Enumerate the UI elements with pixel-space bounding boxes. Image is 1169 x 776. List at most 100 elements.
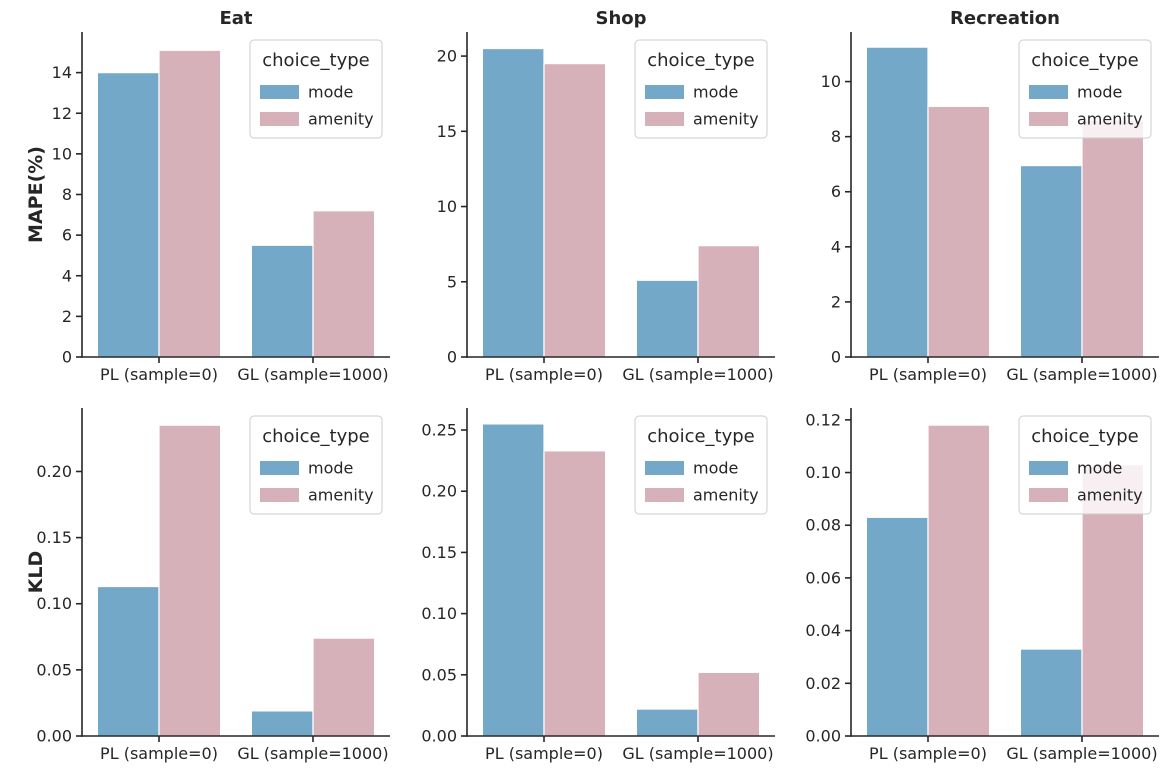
legend-swatch-amenity — [645, 488, 684, 502]
y-tick-label: 0 — [62, 348, 72, 367]
x-tick-label: PL (sample=0) — [485, 365, 603, 384]
legend-swatch-amenity — [260, 488, 299, 502]
y-tick-label: 0.04 — [805, 621, 841, 640]
legend-title: choice_type — [647, 50, 755, 71]
bar-mode-1 — [635, 279, 699, 358]
bar-amenity-1 — [312, 637, 376, 737]
bar-amenity-0 — [927, 424, 991, 737]
legend-label-amenity: amenity — [1077, 486, 1143, 505]
y-tick-label: 0 — [831, 348, 841, 367]
y-tick-label: 4 — [62, 266, 72, 285]
y-tick-label: 10 — [821, 72, 841, 91]
x-tick-label: GL (sample=1000) — [1006, 365, 1157, 384]
legend-swatch-mode — [645, 461, 684, 475]
subplot-title: Eat — [219, 8, 252, 29]
legend-label-amenity: amenity — [308, 486, 374, 505]
legend-swatch-amenity — [260, 112, 299, 126]
legend-swatch-amenity — [645, 112, 684, 126]
x-tick-label: PL (sample=0) — [869, 365, 987, 384]
x-tick-label: PL (sample=0) — [100, 365, 218, 384]
y-tick-label: 12 — [52, 104, 72, 123]
legend-swatch-amenity — [1029, 112, 1068, 126]
bar-mode-1 — [250, 710, 314, 737]
y-tick-label: 0.12 — [805, 410, 841, 429]
legend-label-amenity: amenity — [1077, 110, 1143, 129]
x-tick-label: PL (sample=0) — [100, 744, 218, 763]
x-tick-label: PL (sample=0) — [485, 744, 603, 763]
x-tick-label: GL (sample=1000) — [1006, 744, 1157, 763]
y-tick-label: 10 — [437, 197, 457, 216]
legend-swatch-mode — [1029, 461, 1068, 475]
bar-mode-1 — [1019, 164, 1083, 358]
subplot-2: 0 2 4 6 8 10 PL (sample=0) GL (sample=1000) Recr… — [821, 8, 1159, 384]
x-tick-label: GL (sample=1000) — [237, 365, 388, 384]
subplot-title: Recreation — [950, 8, 1060, 29]
bar-mode-1 — [1019, 648, 1083, 737]
legend-swatch-mode — [1029, 85, 1068, 99]
y-tick-label: 0.00 — [36, 727, 72, 746]
y-tick-label: 0.20 — [36, 462, 72, 481]
bar-amenity-1 — [312, 210, 376, 358]
bar-amenity-1 — [697, 245, 761, 358]
bar-mode-0 — [865, 46, 929, 358]
legend-label-amenity: amenity — [308, 110, 374, 129]
legend-label-mode: mode — [1077, 83, 1122, 102]
bar-amenity-0 — [158, 49, 222, 358]
y-axis-label: KLD — [25, 551, 47, 594]
legend-label-amenity: amenity — [693, 486, 759, 505]
y-axis-label: MAPE(%) — [25, 146, 47, 243]
legend-label-amenity: amenity — [693, 110, 759, 129]
y-tick-label: 0.15 — [421, 543, 457, 562]
y-tick-label: 0.08 — [805, 516, 841, 535]
legend-label-mode: mode — [308, 459, 353, 478]
legend-swatch-mode — [260, 85, 299, 99]
y-tick-label: 0 — [447, 348, 457, 367]
y-tick-label: 0.10 — [421, 604, 457, 623]
y-tick-label: 8 — [62, 185, 72, 204]
y-tick-label: 0.00 — [805, 727, 841, 746]
y-tick-label: 20 — [437, 47, 457, 66]
bar-amenity-0 — [158, 424, 222, 737]
bar-amenity-0 — [927, 105, 991, 358]
bar-mode-0 — [481, 423, 545, 737]
legend-label-mode: mode — [693, 459, 738, 478]
y-tick-label: 0.15 — [36, 528, 72, 547]
legend-label-mode: mode — [693, 83, 738, 102]
y-tick-label: 0.00 — [421, 727, 457, 746]
bar-mode-0 — [96, 72, 160, 358]
y-tick-label: 6 — [831, 182, 841, 201]
subplot-0: 0 2 4 6 8 10 12 14 PL (sample=0) GL (sample=1000)… — [25, 8, 390, 384]
legend-label-mode: mode — [1077, 459, 1122, 478]
y-tick-label: 5 — [447, 272, 457, 291]
y-tick-label: 6 — [62, 226, 72, 245]
x-tick-label: GL (sample=1000) — [622, 744, 773, 763]
legend-title: choice_type — [1031, 50, 1139, 71]
bar-mode-0 — [481, 47, 545, 358]
bar-amenity-0 — [543, 450, 607, 737]
y-tick-label: 0.05 — [421, 665, 457, 684]
bar-mode-1 — [635, 708, 699, 737]
bar-amenity-0 — [543, 62, 607, 358]
bar-mode-0 — [865, 516, 929, 737]
x-tick-label: GL (sample=1000) — [622, 365, 773, 384]
legend-swatch-amenity — [1029, 488, 1068, 502]
bar-amenity-1 — [1081, 119, 1145, 358]
y-tick-label: 2 — [831, 292, 841, 311]
y-tick-label: 2 — [62, 307, 72, 326]
legend-title: choice_type — [262, 50, 370, 71]
y-tick-label: 0.06 — [805, 568, 841, 587]
legend-title: choice_type — [1031, 426, 1139, 447]
legend-swatch-mode — [260, 461, 299, 475]
y-tick-label: 8 — [831, 127, 841, 146]
legend-title: choice_type — [647, 426, 755, 447]
subplot-1: 0 5 10 15 20 PL (sample=0) GL (sample=1000) Sho… — [437, 8, 775, 384]
y-tick-label: 10 — [52, 144, 72, 163]
y-tick-label: 15 — [437, 122, 457, 141]
y-tick-label: 0.05 — [36, 660, 72, 679]
x-tick-label: GL (sample=1000) — [237, 744, 388, 763]
